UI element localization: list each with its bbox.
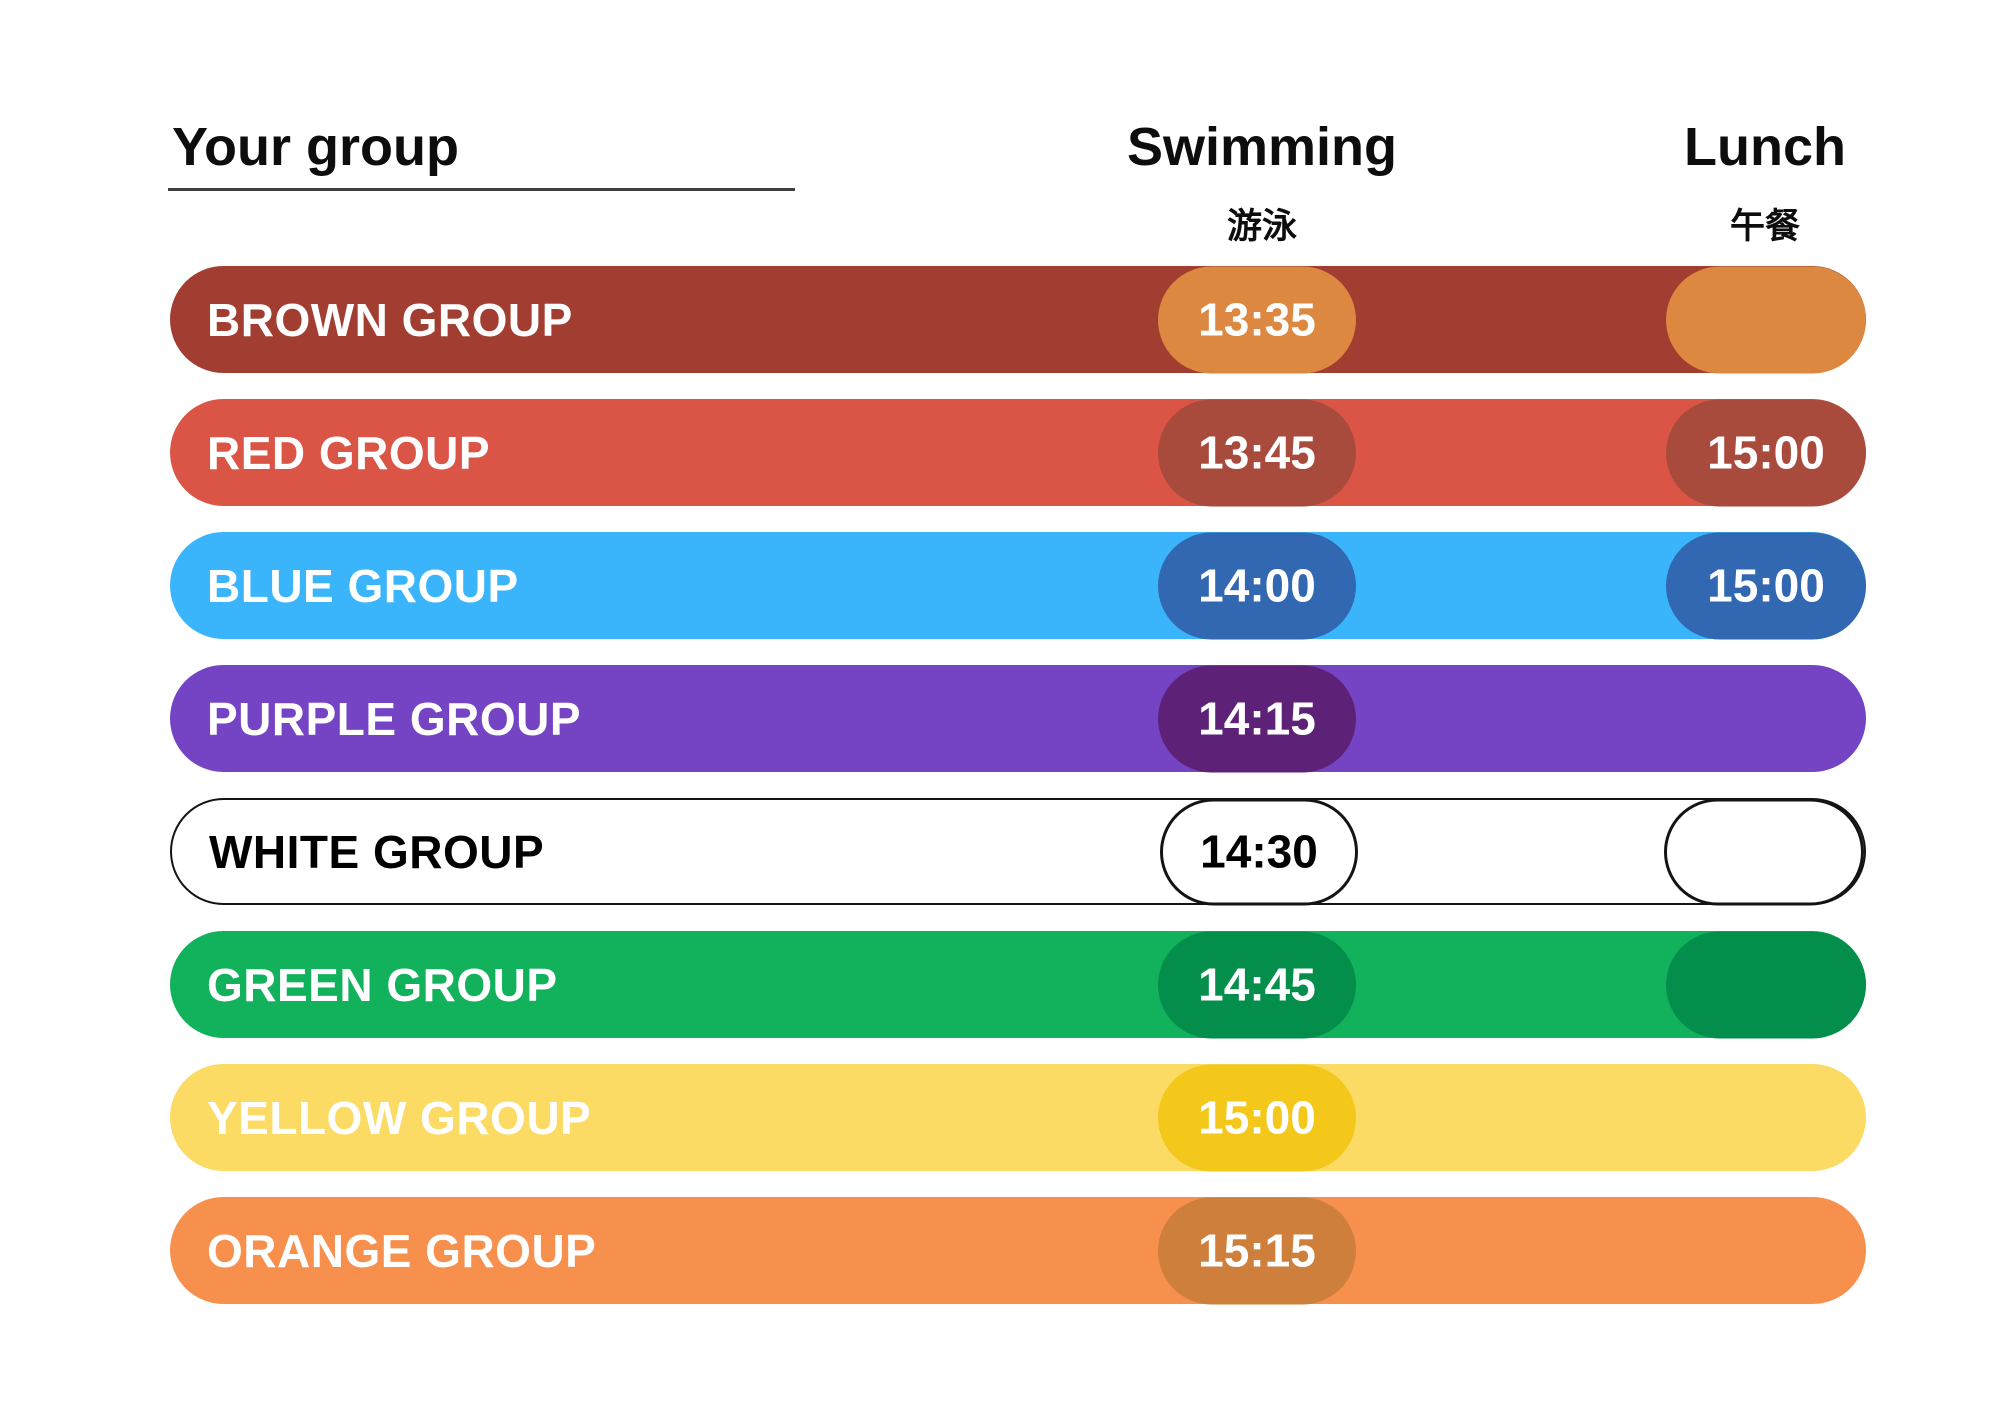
group-label: WHITE GROUP (209, 825, 545, 878)
group-label: RED GROUP (207, 426, 491, 479)
group-label: YELLOW GROUP (207, 1091, 592, 1144)
column-header-lunch: Lunch (1684, 117, 1846, 177)
swim-time-pill: 14:00 (1158, 532, 1356, 639)
schedule-row: WHITE GROUP 14:30 (170, 798, 1866, 905)
group-label: PURPLE GROUP (207, 692, 582, 745)
lunch-time-pill (1664, 798, 1864, 905)
column-header-swimming: Swimming (1126, 117, 1398, 177)
lunch-time-pill: 15:00 (1666, 399, 1866, 506)
swim-time-pill: 13:45 (1158, 399, 1356, 506)
swim-time-pill: 14:15 (1158, 665, 1356, 772)
schedule-row: RED GROUP 13:45 15:00 (170, 399, 1866, 506)
schedule-row: ORANGE GROUP 15:15 (170, 1197, 1866, 1304)
group-label: ORANGE GROUP (207, 1224, 597, 1277)
group-column-underline (168, 188, 795, 191)
column-header-lunch-chinese: 午餐 (1729, 207, 1801, 246)
group-label: BLUE GROUP (207, 559, 519, 612)
schedule-row: YELLOW GROUP 15:00 (170, 1064, 1866, 1171)
swim-time-pill: 14:45 (1158, 931, 1356, 1038)
lunch-time-pill (1666, 931, 1866, 1038)
group-column-title: Your group (172, 117, 459, 177)
schedule-row: BLUE GROUP 14:00 15:00 (170, 532, 1866, 639)
column-header-swimming-chinese: 游泳 (1226, 207, 1298, 246)
group-label: GREEN GROUP (207, 958, 558, 1011)
schedule-row: PURPLE GROUP 14:15 (170, 665, 1866, 772)
schedule-row: BROWN GROUP 13:35 (170, 266, 1866, 373)
lunch-time-pill: 15:00 (1666, 532, 1866, 639)
lunch-time-pill (1666, 266, 1866, 373)
swim-time-pill: 15:15 (1158, 1197, 1356, 1304)
swim-time-pill: 13:35 (1158, 266, 1356, 373)
swim-time-pill: 14:30 (1160, 798, 1358, 905)
swim-time-pill: 15:00 (1158, 1064, 1356, 1171)
group-label: BROWN GROUP (207, 293, 573, 346)
schedule-row: GREEN GROUP 14:45 (170, 931, 1866, 1038)
